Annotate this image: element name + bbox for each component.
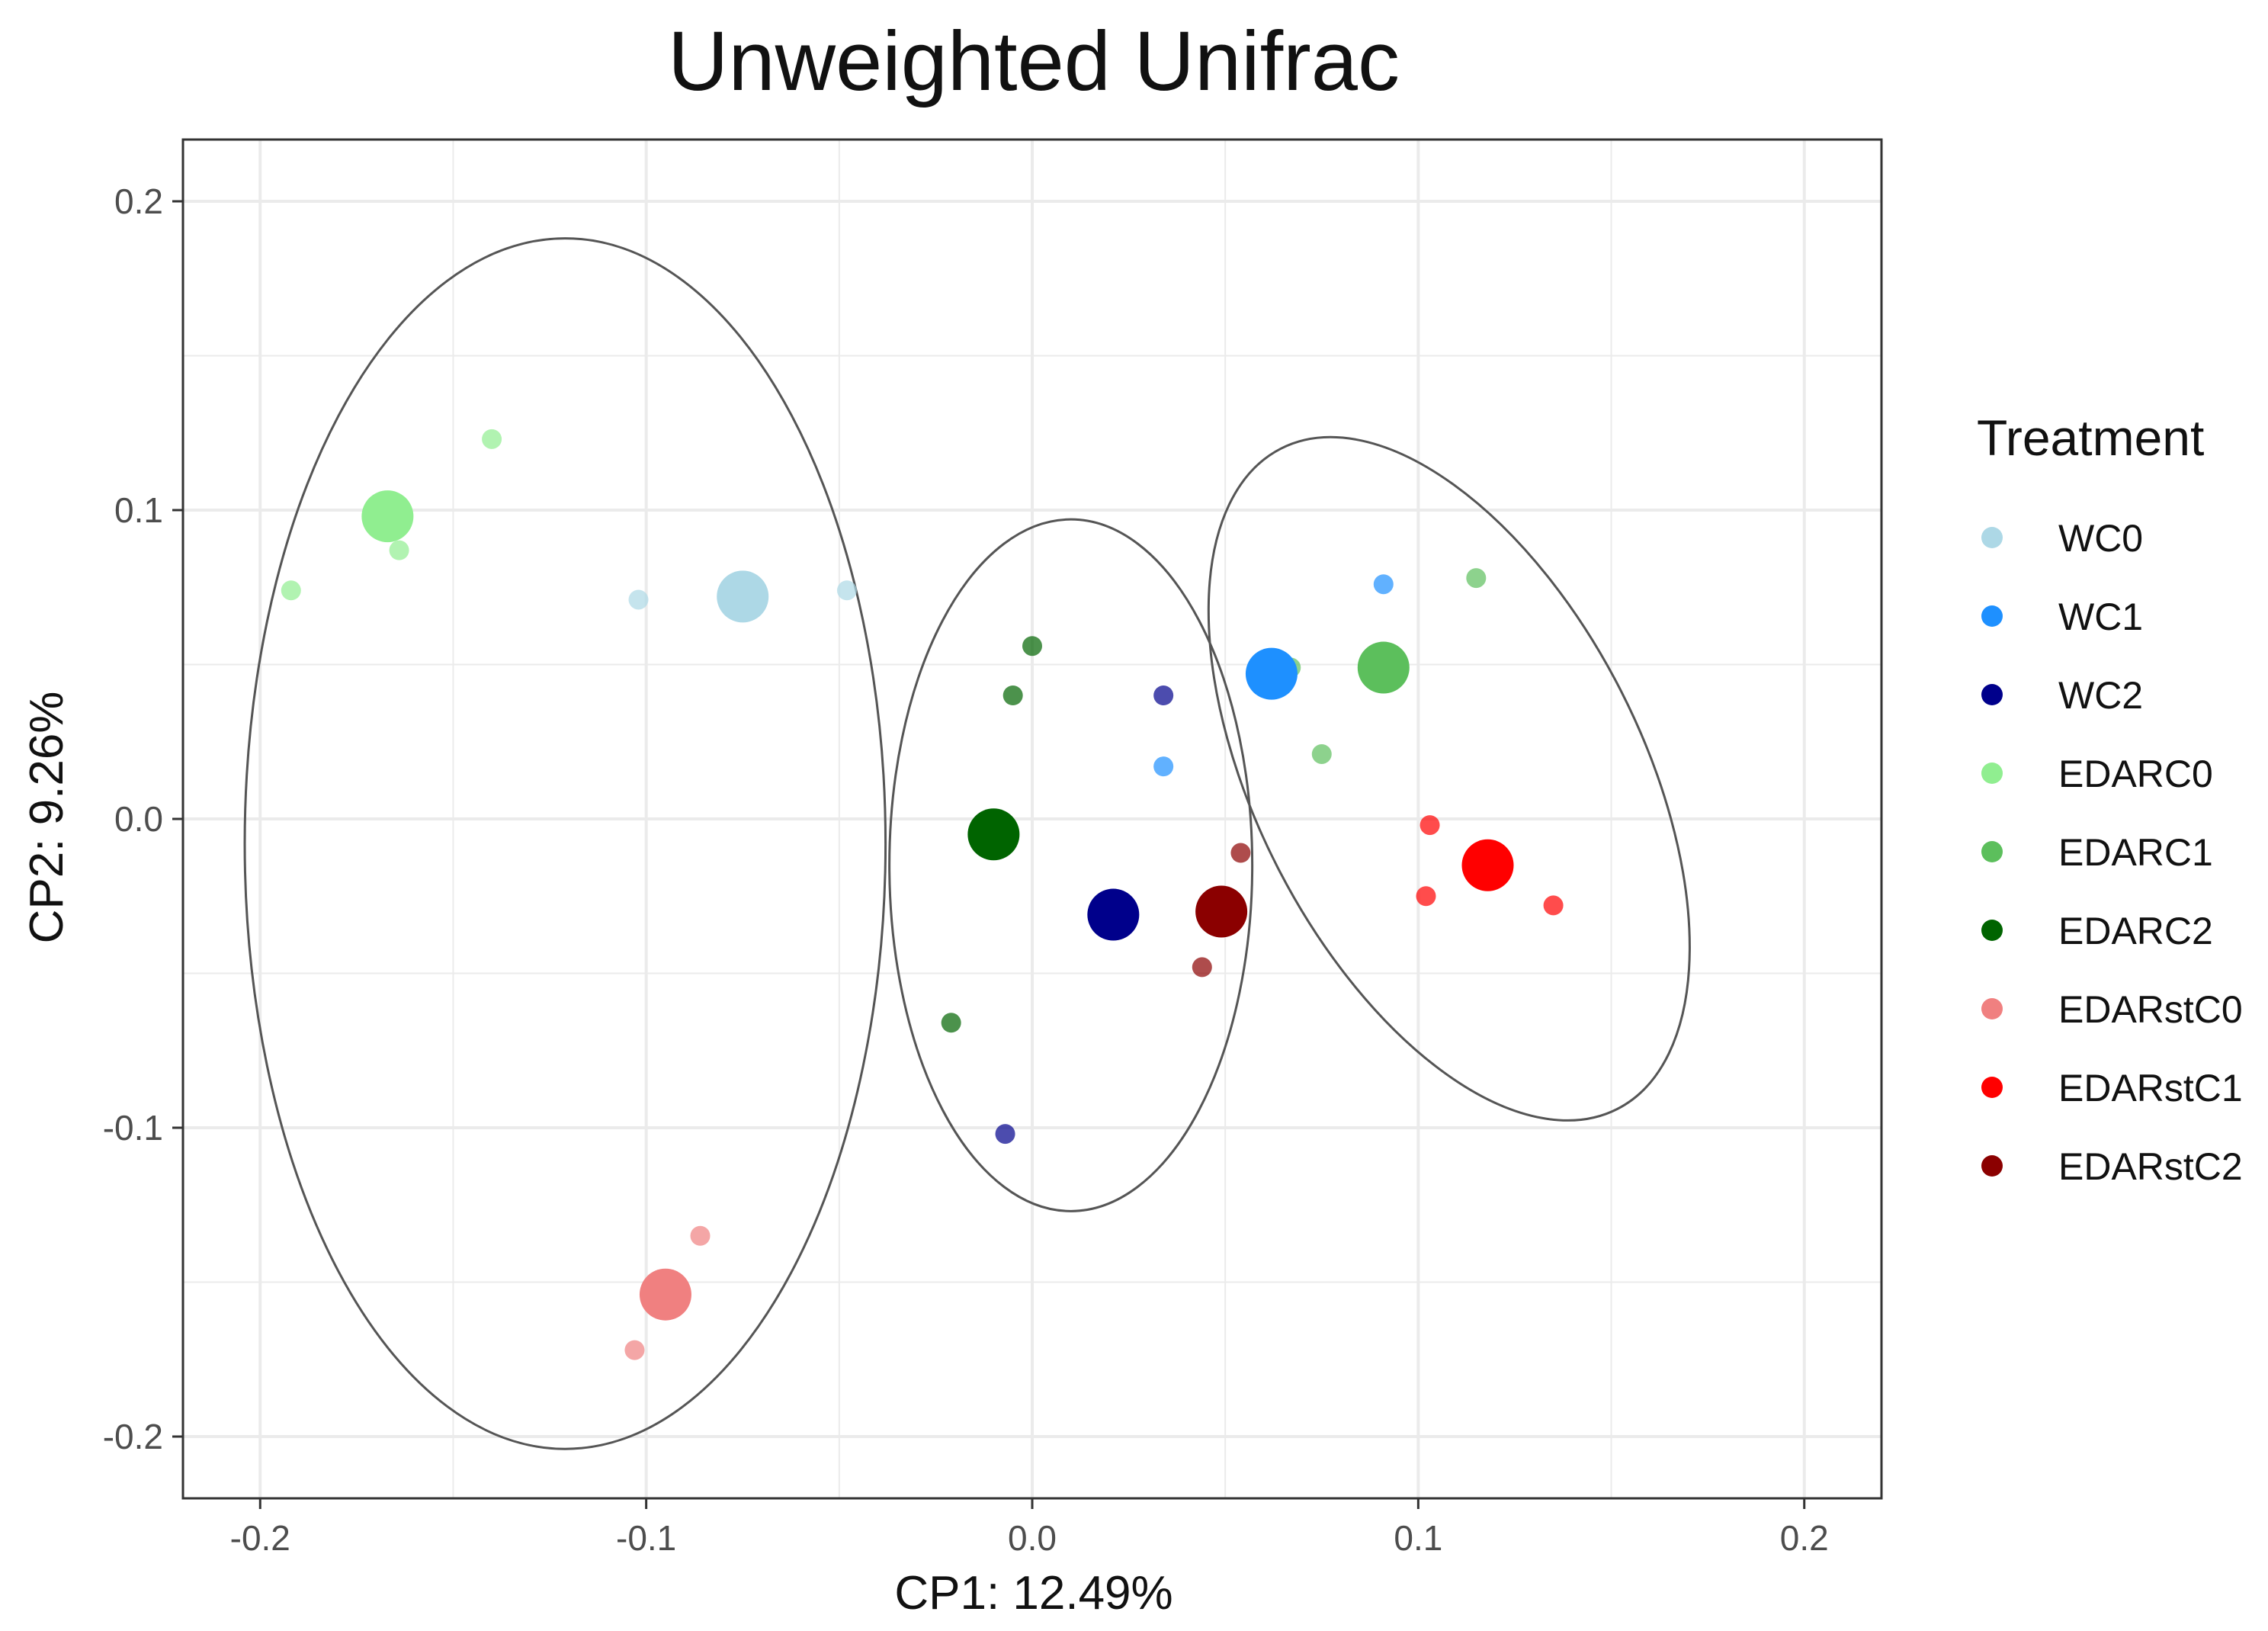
sample-point: [1192, 957, 1212, 978]
y-tick-label: 0.0: [114, 799, 163, 839]
legend-key: [1981, 527, 2003, 548]
legend-item: EDARC2: [1981, 910, 2213, 952]
cluster-ellipse: [243, 237, 887, 1450]
y-axis-ticks: -0.2 -0.1 0.0 0.1 0.2: [103, 181, 183, 1456]
sample-point: [1153, 756, 1174, 777]
legend-item: EDARC0: [1981, 753, 2213, 795]
sample-point: [389, 540, 409, 560]
legend-label: EDARC0: [2058, 753, 2213, 795]
legend-key: [1981, 841, 2003, 862]
grid-lines: [183, 140, 1881, 1498]
sample-point: [628, 589, 649, 610]
legend-label: EDARstC1: [2058, 1067, 2243, 1109]
legend-item: WC2: [1981, 674, 2143, 717]
legend-key: [1981, 998, 2003, 1019]
sample-point: [1416, 886, 1436, 907]
sample-point: [1002, 685, 1023, 705]
sample-point: [1543, 895, 1564, 916]
sample-point: [1311, 743, 1332, 764]
centroid-point: [967, 808, 1020, 861]
legend-key: [1981, 1077, 2003, 1098]
y-tick-label: -0.1: [103, 1108, 163, 1148]
centroid-point: [1461, 839, 1514, 891]
sample-point: [995, 1124, 1015, 1145]
centroid-point: [717, 570, 769, 623]
x-tick-label: 0.2: [1780, 1518, 1829, 1558]
legend-key: [1981, 605, 2003, 627]
sample-point: [1230, 843, 1251, 863]
legend: Treatment WC0 WC1 WC2 EDARC0 EDARC1 EDARC2 EDA…: [1977, 409, 2243, 1188]
sample-point: [1373, 574, 1394, 595]
x-tick-label: 0.1: [1394, 1518, 1442, 1558]
legend-key: [1981, 763, 2003, 784]
legend-title: Treatment: [1977, 409, 2204, 466]
y-tick-label: -0.2: [103, 1417, 163, 1456]
legend-item: EDARstC0: [1981, 988, 2243, 1031]
legend-label: WC0: [2058, 517, 2143, 560]
legend-label: EDARstC0: [2058, 988, 2243, 1031]
centroid-point: [1195, 885, 1248, 938]
centroid-point: [639, 1268, 691, 1321]
sample-point: [1420, 815, 1440, 836]
x-axis-ticks: -0.2 -0.1 0.0 0.1 0.2: [230, 1498, 1829, 1558]
sample-point: [690, 1225, 711, 1246]
centroid-point: [1087, 888, 1140, 941]
sample-point: [1022, 636, 1042, 657]
legend-label: WC1: [2058, 596, 2143, 638]
x-tick-label: 0.0: [1008, 1518, 1057, 1558]
sample-point: [482, 429, 502, 449]
sample-point: [1466, 568, 1487, 589]
centroid-point: [1357, 641, 1410, 694]
y-axis-title: CP2: 9.26%: [21, 692, 73, 944]
x-axis-title: CP1: 12.49%: [894, 1567, 1172, 1620]
y-tick-label: 0.1: [114, 490, 163, 530]
x-tick-label: -0.1: [616, 1518, 676, 1558]
centroid-point: [1245, 647, 1298, 700]
centroid-point: [361, 490, 414, 543]
sample-point: [836, 580, 857, 601]
legend-item: EDARstC2: [1981, 1145, 2243, 1188]
chart-title: Unweighted Unifrac: [668, 14, 1400, 108]
legend-item: WC1: [1981, 596, 2143, 638]
legend-items: WC0 WC1 WC2 EDARC0 EDARC1 EDARC2 EDARstC0 EDARs…: [1981, 517, 2243, 1188]
sample-point: [1153, 685, 1174, 705]
cluster-ellipse: [888, 518, 1254, 1212]
sample-point: [941, 1013, 961, 1033]
cluster-ellipse: [1207, 435, 1691, 1122]
legend-label: EDARstC2: [2058, 1145, 2243, 1188]
x-tick-label: -0.2: [230, 1518, 290, 1558]
legend-label: EDARC2: [2058, 910, 2213, 952]
legend-item: EDARC1: [1981, 831, 2213, 874]
legend-key: [1981, 920, 2003, 941]
sample-point: [281, 580, 301, 601]
sample-point: [624, 1340, 645, 1360]
y-tick-label: 0.2: [114, 181, 163, 221]
legend-item: WC0: [1981, 517, 2143, 560]
sample-points: [281, 429, 1564, 1360]
legend-label: EDARC1: [2058, 831, 2213, 874]
legend-key: [1981, 1155, 2003, 1177]
legend-label: WC2: [2058, 674, 2143, 717]
legend-item: EDARstC1: [1981, 1067, 2243, 1109]
legend-key: [1981, 684, 2003, 705]
confidence-ellipses: [243, 237, 1691, 1450]
